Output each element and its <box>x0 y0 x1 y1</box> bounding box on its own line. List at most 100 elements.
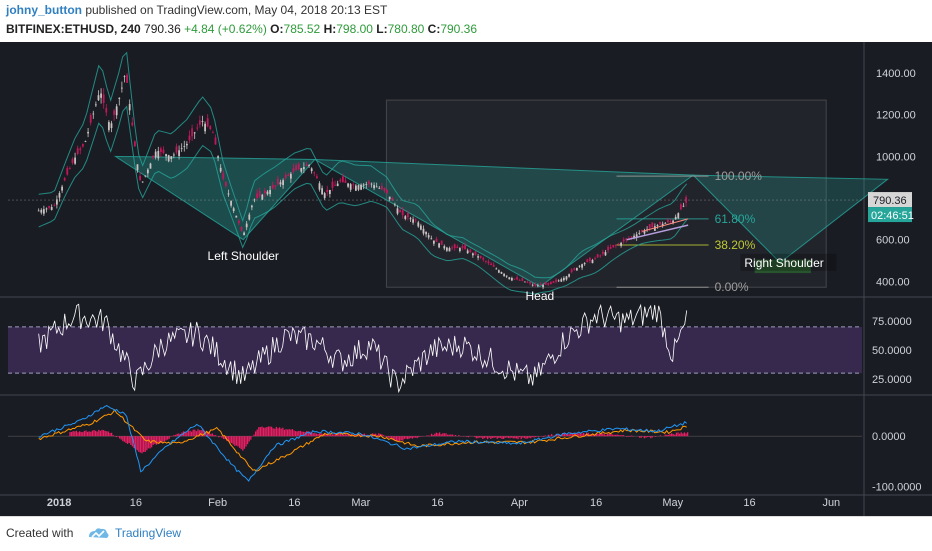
macd-histogram-bar <box>95 431 96 436</box>
candle-body <box>168 155 170 161</box>
macd-histogram-bar <box>213 435 214 436</box>
macd-histogram-bar <box>687 432 688 436</box>
macd-histogram-bar <box>113 435 114 436</box>
macd-histogram-bar <box>674 435 675 437</box>
candle-body <box>394 204 396 205</box>
macd-histogram-bar <box>122 436 123 441</box>
macd-histogram-bar <box>505 436 506 438</box>
candle-body <box>264 190 266 193</box>
macd-histogram-bar <box>428 436 429 437</box>
time-axis-tick: Apr <box>511 497 528 509</box>
macd-histogram-bar <box>517 436 518 439</box>
macd-histogram-bar <box>154 436 155 444</box>
created-with-text: Created with <box>6 526 73 540</box>
candle-body <box>220 168 222 172</box>
macd-histogram-bar <box>157 436 158 443</box>
candle-body <box>170 156 172 159</box>
candle-body <box>384 188 386 191</box>
candle-body <box>69 168 71 169</box>
macd-histogram-bar <box>519 436 520 437</box>
macd-histogram-bar <box>111 433 112 436</box>
candle-body <box>300 168 302 172</box>
candle-body <box>456 247 458 248</box>
candle-body <box>399 210 401 212</box>
candle-body <box>90 115 92 123</box>
macd-histogram-bar <box>447 435 448 437</box>
macd-histogram-bar <box>645 436 646 437</box>
macd-histogram-bar <box>234 436 235 446</box>
macd-histogram-bar <box>685 433 686 436</box>
tradingview-brand-link[interactable]: TradingView <box>115 526 181 540</box>
macd-histogram-bar <box>388 436 389 437</box>
chart-canvas[interactable]: 100.00%61.80%38.20%0.00%Left ShoulderHea… <box>0 42 932 516</box>
candle-body <box>501 272 503 274</box>
ohlc-line: BITFINEX:ETHUSD, 240 790.36 +4.84 (+0.62… <box>6 22 477 36</box>
candle-body <box>113 111 115 115</box>
candle-body <box>555 280 557 282</box>
macd-histogram-bar <box>613 435 614 436</box>
candle-body <box>667 220 669 223</box>
tradingview-logo-icon[interactable] <box>86 525 110 541</box>
candle-body <box>490 264 492 265</box>
candle-body <box>98 95 100 100</box>
macd-histogram-bar <box>466 436 467 437</box>
macd-histogram-bar <box>633 436 634 437</box>
macd-histogram-bar <box>476 436 477 438</box>
macd-histogram-bar <box>329 435 330 436</box>
macd-histogram-bar <box>401 436 402 440</box>
candle-body <box>306 164 308 166</box>
candle-body <box>433 241 435 244</box>
candle-body <box>404 216 406 219</box>
macd-histogram-bar <box>274 429 275 437</box>
macd-histogram-bar <box>660 435 661 436</box>
candle-body <box>378 188 380 189</box>
macd-axis-tick: 0.0000 <box>872 431 906 443</box>
candle-body <box>664 223 666 224</box>
macd-histogram-bar <box>474 436 475 437</box>
macd-histogram-bar <box>524 436 525 438</box>
macd-histogram-bar <box>314 433 315 436</box>
candle-body <box>594 258 596 259</box>
time-axis-tick: 16 <box>590 497 602 509</box>
candle-body <box>503 274 505 276</box>
candle-body <box>469 250 471 252</box>
rsi-axis-tick: 50.0000 <box>872 345 912 357</box>
macd-histogram-bar <box>455 435 456 436</box>
candle-body <box>381 186 383 189</box>
candle-body <box>423 229 425 234</box>
candle-body <box>280 182 282 184</box>
candle-body <box>612 245 614 247</box>
time-axis-tick: 2018 <box>47 497 71 509</box>
candle-body <box>181 148 183 149</box>
fib-level-label: 0.00% <box>715 280 749 294</box>
macd-histogram-bar <box>92 431 93 437</box>
macd-histogram-bar <box>282 428 283 437</box>
candle-body <box>321 188 323 194</box>
candle-body <box>337 184 339 186</box>
candle-body <box>508 277 510 279</box>
candle-body <box>332 182 334 188</box>
candle-body <box>334 185 336 186</box>
time-axis-tick: 16 <box>743 497 755 509</box>
macd-histogram-bar <box>551 434 552 436</box>
macd-histogram-bar <box>250 436 251 439</box>
macd-histogram-bar <box>548 435 549 436</box>
candle-body <box>243 233 245 236</box>
candle-body <box>680 204 682 209</box>
macd-histogram-bar <box>164 436 165 441</box>
candle-body <box>579 266 581 267</box>
candle-body <box>462 246 464 248</box>
macd-histogram-bar <box>316 434 317 437</box>
candle-body <box>407 213 409 217</box>
candle-body <box>212 132 214 133</box>
rsi-band-fill <box>8 327 862 373</box>
macd-histogram-bar <box>268 426 269 436</box>
candle-body <box>46 208 48 209</box>
macd-histogram-bar <box>641 436 642 438</box>
macd-histogram-bar <box>261 427 262 437</box>
candle-body <box>599 256 601 257</box>
macd-histogram-bar <box>221 436 222 438</box>
author-link[interactable]: johny_button <box>6 3 82 17</box>
candle-body <box>553 281 555 283</box>
